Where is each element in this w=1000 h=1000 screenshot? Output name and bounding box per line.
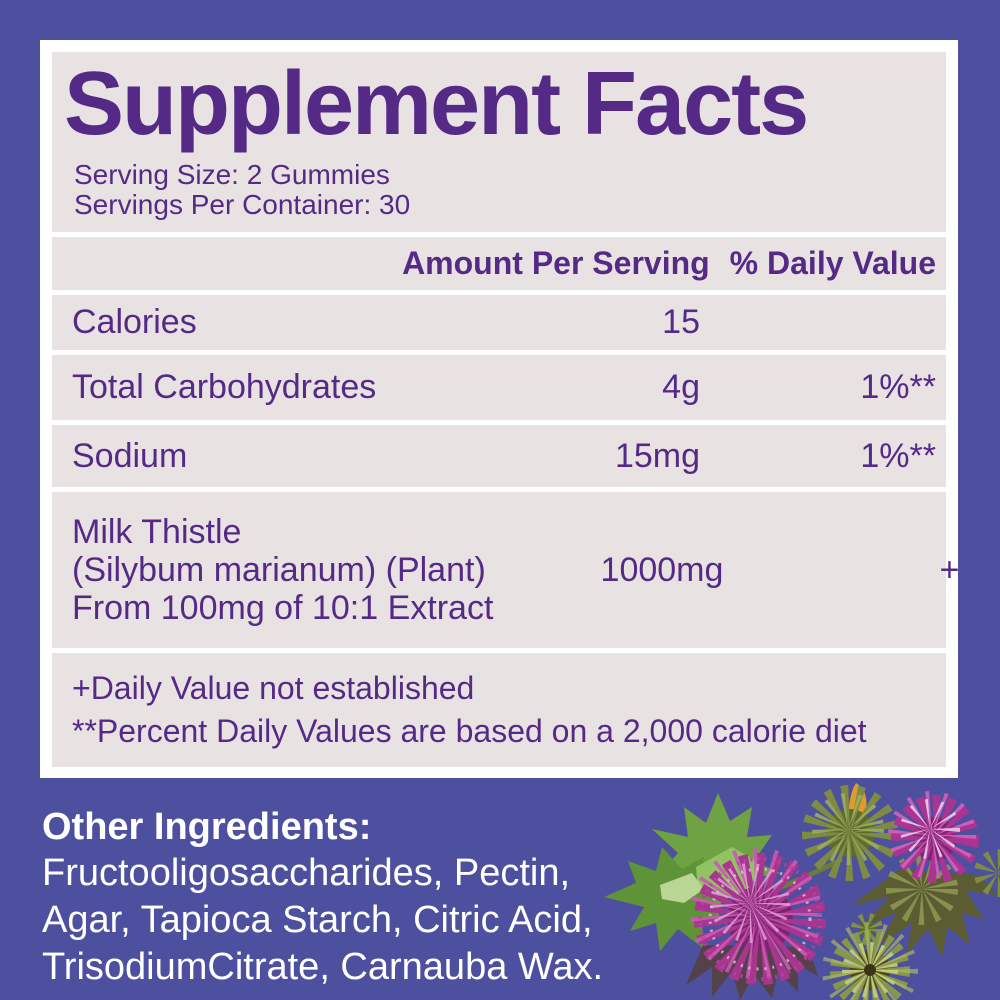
thistle-flower-right-icon <box>852 791 1000 957</box>
footnote-percent-daily-values: **Percent Daily Values are based on a 2,… <box>72 713 867 749</box>
thistle-bud-icon <box>802 783 898 881</box>
nutrient-daily-value: 1%** <box>860 436 936 475</box>
servings-per-container-text: Servings Per Container: 30 <box>74 189 411 220</box>
milk-thistle-photo <box>604 783 1000 1000</box>
facts-row-sodium: Sodium 15mg 1%** <box>52 425 946 487</box>
nutrient-amount: 4g <box>662 368 700 406</box>
nutrient-amount: 15mg <box>614 436 700 475</box>
column-header-amount-per-serving: Amount Per Serving <box>402 245 710 281</box>
thistle-rosette-icon <box>822 913 918 1000</box>
nutrient-name: Total Carbohydrates <box>72 368 377 406</box>
nutrient-daily-value: + <box>939 550 960 589</box>
other-ingredients-line-3: TrisodiumCitrate, Carnauba Wax. <box>42 946 604 988</box>
facts-row-calories: Calories 15 <box>52 295 946 350</box>
footnote-daily-value: +Daily Value not established <box>72 670 475 706</box>
other-ingredients-section: Other Ingredients: Fructooligosaccharide… <box>42 804 603 991</box>
facts-column-header-row: Amount Per Serving % Daily Value <box>52 237 946 290</box>
serving-size-text: Serving Size: 2 Gummies <box>74 159 390 190</box>
other-ingredients-line-2: Agar, Tapioca Starch, Citric Acid, <box>42 899 593 941</box>
nutrient-amount: 1000mg <box>600 550 724 589</box>
facts-row-total-carbohydrates: Total Carbohydrates 4g 1%** <box>52 355 946 420</box>
thistle-flower-main-icon <box>686 847 826 1000</box>
facts-footnotes-block: +Daily Value not established **Percent D… <box>52 653 946 767</box>
facts-row-milk-thistle: Milk Thistle (Silybum marianum) (Plant) … <box>52 492 959 648</box>
supplement-facts-panel: Supplement Facts Serving Size: 2 Gummies… <box>40 40 959 778</box>
nutrient-name: Calories <box>72 303 197 341</box>
other-ingredients-label: Other Ingredients: <box>42 806 372 848</box>
other-ingredients-line-1: Fructooligosaccharides, Pectin, <box>42 852 571 894</box>
facts-title: Supplement Facts <box>64 54 809 154</box>
nutrient-name-line-2: (Silybum marianum) (Plant) <box>72 551 486 589</box>
nutrient-amount: 15 <box>662 303 700 341</box>
facts-header-block: Supplement Facts Serving Size: 2 Gummies… <box>52 52 946 232</box>
nutrient-daily-value: 1%** <box>860 368 936 406</box>
column-header-percent-daily-value: % Daily Value <box>729 245 936 281</box>
nutrient-name: Sodium <box>72 436 188 475</box>
nutrient-name-line-1: Milk Thistle <box>72 513 242 551</box>
nutrient-name: Milk Thistle (Silybum marianum) (Plant) … <box>72 513 493 627</box>
nutrient-name-line-3: From 100mg of 10:1 Extract <box>72 589 494 627</box>
